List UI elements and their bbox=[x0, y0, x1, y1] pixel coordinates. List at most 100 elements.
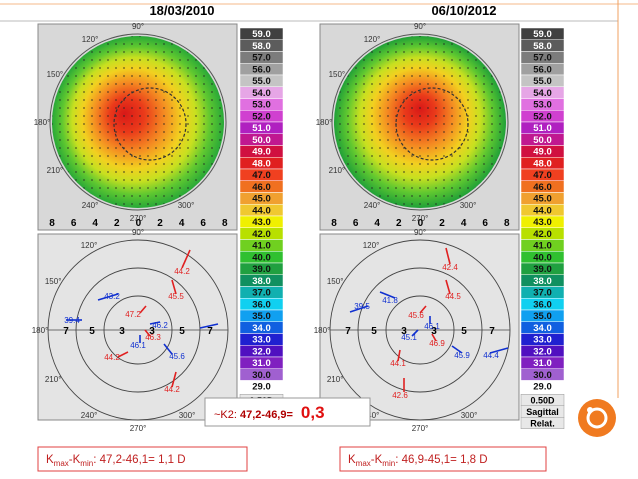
scale-label: 57.0 bbox=[533, 53, 552, 64]
scale-label: 54.0 bbox=[533, 88, 552, 99]
axis-number: 3 bbox=[149, 326, 155, 337]
scale-label: 46.0 bbox=[533, 182, 552, 193]
scale-label: 52.0 bbox=[252, 111, 271, 122]
k2-prefix: ~K2: bbox=[214, 409, 240, 421]
axis-number: 2 bbox=[157, 218, 163, 229]
scale-label: 34.0 bbox=[533, 323, 552, 334]
k-value: 42.6 bbox=[392, 391, 408, 400]
axis-number: 3 bbox=[119, 326, 125, 337]
k: K bbox=[46, 454, 54, 466]
scale-label: 34.0 bbox=[252, 323, 271, 334]
scale-label: 46.0 bbox=[252, 182, 271, 193]
meridian-segment bbox=[199, 323, 219, 329]
scale-label: 41.0 bbox=[533, 241, 552, 252]
axis-number: 6 bbox=[482, 218, 488, 229]
scale-footer-cell bbox=[520, 417, 565, 429]
scale-footer: 0.50D bbox=[530, 395, 555, 405]
scale-label: 37.0 bbox=[252, 288, 271, 299]
scale-label: 44.0 bbox=[252, 205, 271, 216]
scale-label: 59.0 bbox=[252, 29, 271, 40]
meridian-segment bbox=[117, 351, 129, 358]
pupil-outline bbox=[113, 87, 187, 161]
scale-label: 57.0 bbox=[252, 53, 271, 64]
scale-label: 32.0 bbox=[252, 346, 271, 357]
scale-label: 50.0 bbox=[252, 135, 271, 146]
angle-label: 180° bbox=[316, 118, 333, 127]
k2-box bbox=[204, 397, 371, 427]
scale-label: 36.0 bbox=[533, 299, 552, 310]
scale-swatch bbox=[239, 380, 284, 393]
scale-label: 30.0 bbox=[533, 370, 552, 381]
axis-number: 0 bbox=[418, 218, 424, 229]
meridian-segment bbox=[171, 279, 177, 295]
axis-number: 2 bbox=[396, 218, 402, 229]
deco-dot bbox=[587, 407, 593, 413]
scale-label: 49.0 bbox=[533, 147, 552, 158]
scale-label: 58.0 bbox=[252, 41, 271, 52]
angle-label: 300° bbox=[461, 411, 478, 420]
meridian-segment bbox=[139, 305, 147, 314]
scale-label: 45.0 bbox=[252, 194, 271, 205]
scale-label: 48.0 bbox=[533, 158, 552, 169]
sub: min bbox=[80, 459, 93, 468]
k-value: 46.1 bbox=[424, 322, 440, 331]
k-value: 45.9 bbox=[454, 351, 470, 360]
axis-number: 7 bbox=[207, 326, 213, 337]
scale-label: 55.0 bbox=[533, 76, 552, 87]
scale-label: 53.0 bbox=[252, 100, 271, 111]
k-value: 45.5 bbox=[168, 292, 184, 301]
axis-number: 2 bbox=[114, 218, 120, 229]
angle-label: 90° bbox=[414, 228, 426, 237]
k2-text: ~K2: 47,2-46,9= 0,3 bbox=[214, 403, 325, 422]
k-value: 47.2 bbox=[125, 310, 141, 319]
k-value: 44.4 bbox=[483, 351, 499, 360]
axis-number: 4 bbox=[92, 218, 98, 229]
date: 06/10/2012 bbox=[431, 3, 496, 18]
meridian-segment bbox=[431, 333, 437, 342]
axis-number: 6 bbox=[71, 218, 77, 229]
angle-label: 240° bbox=[82, 201, 99, 210]
scale-footer: Sagittal bbox=[526, 407, 559, 417]
scale-label: 29.0 bbox=[252, 382, 271, 393]
k: -K bbox=[371, 454, 383, 466]
outer-ring bbox=[331, 33, 509, 211]
scale-label: 31.0 bbox=[533, 358, 552, 369]
axis-number: 6 bbox=[200, 218, 206, 229]
scale-label: 52.0 bbox=[533, 111, 552, 122]
meridian-segment bbox=[163, 343, 173, 355]
meridian-segment bbox=[451, 345, 463, 354]
scale-label: 42.0 bbox=[252, 229, 271, 240]
axis-number: 8 bbox=[331, 218, 337, 229]
dot-grid bbox=[52, 36, 224, 208]
scale-label: 31.0 bbox=[252, 358, 271, 369]
meridian-segment bbox=[489, 347, 509, 354]
k-value: 44.2 bbox=[104, 353, 120, 362]
angle-label: 120° bbox=[82, 35, 99, 44]
scale-label: 36.0 bbox=[252, 299, 271, 310]
axis-number: 7 bbox=[489, 326, 495, 337]
axis-number: 3 bbox=[431, 326, 437, 337]
angle-label: 270° bbox=[412, 424, 429, 433]
scale-label: 29.0 bbox=[533, 382, 552, 393]
scale-label: 30.0 bbox=[252, 370, 271, 381]
angle-label: 180° bbox=[314, 326, 331, 335]
scale-label: 56.0 bbox=[252, 64, 271, 75]
scale-label: 47.0 bbox=[533, 170, 552, 181]
scale-label: 35.0 bbox=[252, 311, 271, 322]
angle-label: 120° bbox=[364, 35, 381, 44]
meridian-segment bbox=[419, 305, 427, 314]
angle-label: 150° bbox=[327, 277, 344, 286]
axis-number: 0 bbox=[136, 218, 142, 229]
k-value: 44.5 bbox=[445, 292, 461, 301]
scale-label: 43.0 bbox=[252, 217, 271, 228]
angle-label: 210° bbox=[329, 166, 346, 175]
map-frame bbox=[319, 233, 520, 421]
rest: : 47,2-46,1= 1,1 D bbox=[93, 454, 185, 466]
axis-number: 4 bbox=[179, 218, 185, 229]
axis-number: 5 bbox=[89, 326, 95, 337]
axis-number: 7 bbox=[345, 326, 351, 337]
angle-label: 300° bbox=[179, 411, 196, 420]
axis-number: 4 bbox=[461, 218, 467, 229]
scale-label: 44.0 bbox=[533, 205, 552, 216]
